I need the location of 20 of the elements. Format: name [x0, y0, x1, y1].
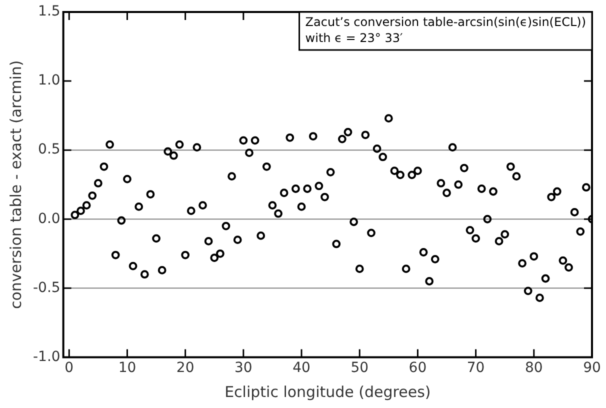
x-tick-label: 50 — [350, 360, 369, 376]
annotation: with ϵ = 23° 33′ — [305, 31, 403, 46]
x-tick-label: 70 — [466, 360, 485, 376]
y-axis-title: conversion table - exact (arcmin) — [6, 60, 25, 309]
x-tick-label: 10 — [118, 360, 136, 376]
x-tick-label: 40 — [292, 360, 310, 376]
y-tick-label: 0.5 — [38, 142, 60, 158]
x-tick-label: 90 — [583, 360, 601, 376]
y-tick-label: -1.0 — [32, 348, 60, 365]
x-tick-label: 20 — [176, 360, 194, 376]
x-tick-label: 80 — [524, 360, 543, 376]
x-tick-label: 30 — [234, 360, 252, 376]
y-tick-label: 1.5 — [38, 4, 60, 20]
y-tick-label: -0.5 — [32, 280, 60, 296]
annotation: Zacut’s conversion table-arcsin(sin(ϵ)sin(ECL)) — [305, 15, 586, 30]
x-tick-label: 0 — [64, 360, 74, 376]
y-tick-label: 1.0 — [38, 72, 60, 89]
x-tick-label: 60 — [408, 360, 427, 376]
x-axis-title: Ecliptic longitude (degrees) — [224, 382, 431, 401]
y-tick-label: 0.0 — [38, 210, 60, 227]
